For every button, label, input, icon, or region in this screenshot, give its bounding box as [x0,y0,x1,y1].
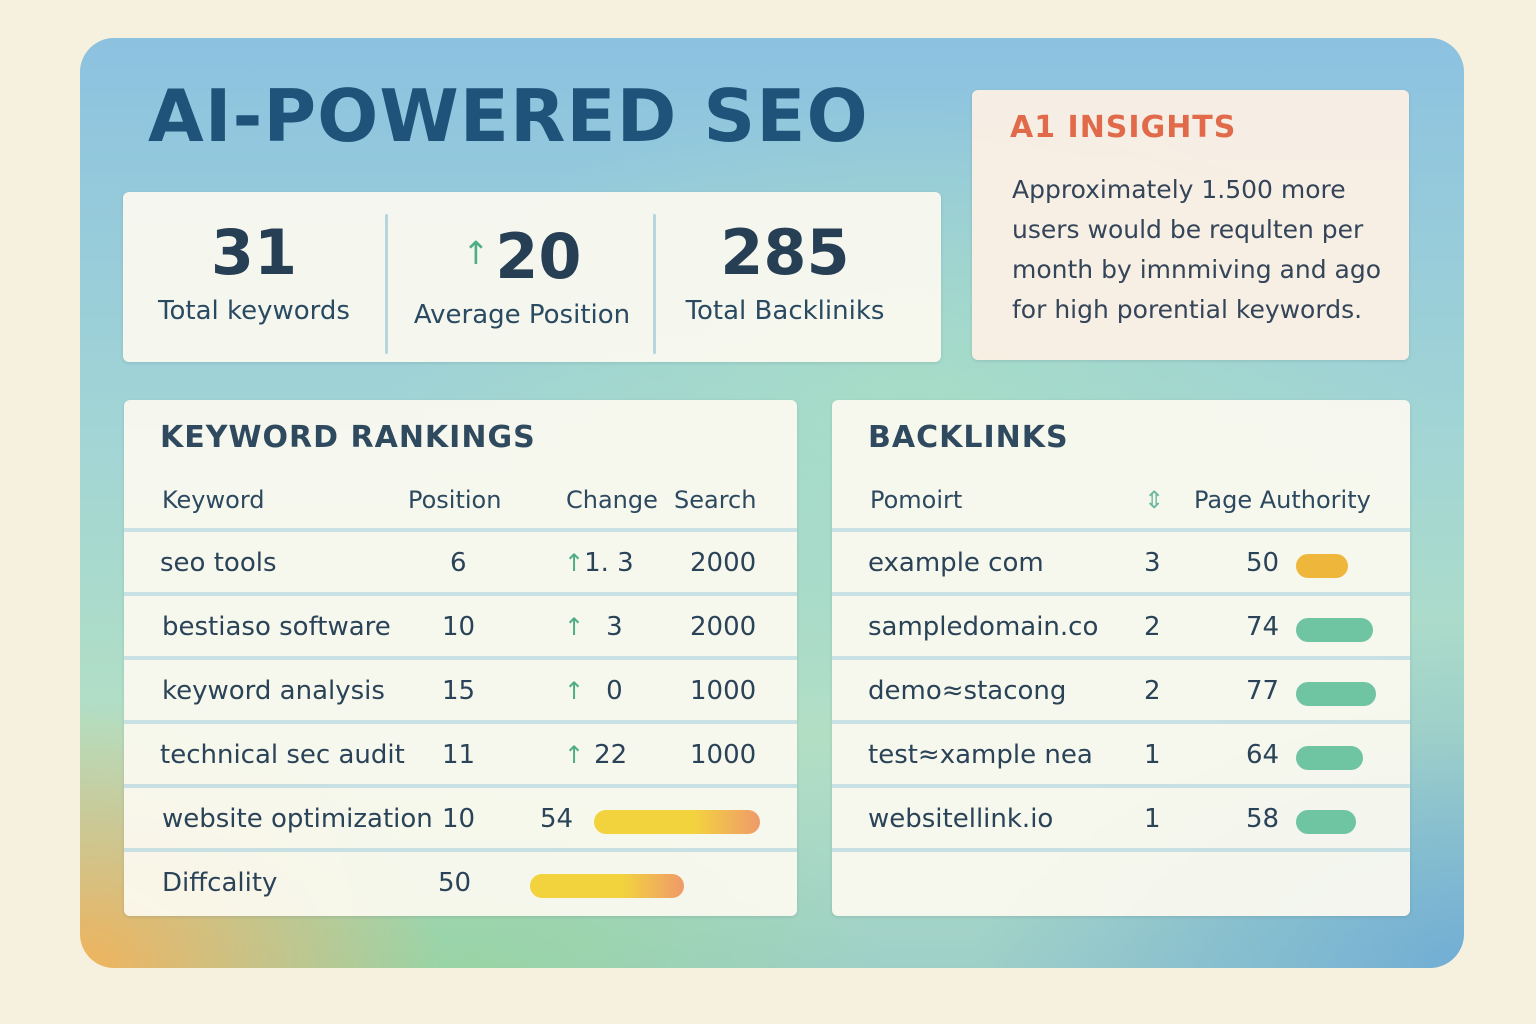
insights-heading: A1 INSIGHTS [1010,110,1237,145]
column-header-keyword[interactable]: Keyword [162,486,265,514]
change-cell: 1. 3 [584,548,634,578]
row-divider [832,592,1410,596]
backlinks-panel: BACKLINKS Pomoirt ⇕ Page Authority examp… [832,400,1410,916]
row-divider [124,592,797,596]
row-divider [832,848,1410,852]
row-divider [124,784,797,788]
backlink-count-cell: 3 [1144,548,1161,578]
authority-cell: 58 [1246,804,1280,834]
domain-cell[interactable]: example com [868,548,1044,578]
header-divider [124,528,797,532]
header-divider [832,528,1410,532]
backlink-count-cell: 2 [1144,676,1161,706]
domain-cell[interactable]: websitellink.io [868,804,1054,834]
row-divider [832,720,1410,724]
backlink-count-cell: 2 [1144,612,1161,642]
arrow-up-icon: ↑ [564,677,585,705]
stat-divider [385,214,388,354]
keyword-cell: website optimization [162,804,433,834]
position-cell: 15 [442,676,476,706]
backlinks-title: BACKLINKS [868,420,1069,455]
stat-average-position[interactable]: ↑20 Average Position [391,192,653,362]
difficulty-bar [594,810,760,834]
position-cell: 6 [450,548,467,578]
column-header-search[interactable]: Search [674,486,757,514]
keyword-cell: bestiaso software [162,612,391,642]
backlink-count-cell: 1 [1144,804,1161,834]
domain-cell[interactable]: demo≈stacong [868,676,1067,706]
row-divider [832,656,1410,660]
position-cell: 11 [442,740,476,770]
domain-cell[interactable]: test≈xample nea [868,740,1093,770]
column-header-position[interactable]: Position [408,486,502,514]
stat-total-keywords[interactable]: 31 Total keywords [123,192,385,362]
column-header-change[interactable]: Change [566,486,658,514]
authority-cell: 74 [1246,612,1280,642]
arrow-up-icon: ↑ [462,234,490,272]
stat-divider [653,214,656,354]
authority-bar [1296,618,1373,642]
stat-label: Total Backliniks [685,296,885,326]
keyword-rankings-title: KEYWORD RANKINGS [160,420,536,455]
ai-insights-card: A1 INSIGHTS Approximately 1.500 more use… [972,90,1409,360]
stats-card: 31 Total keywords ↑20 Average Position 2… [123,192,941,362]
row-divider [832,784,1410,788]
sort-icon[interactable]: ⇕ [1144,486,1165,514]
keyword-cell: seo tools [160,548,277,578]
domain-cell[interactable]: sampledomain.co [868,612,1099,642]
authority-bar [1296,810,1356,834]
stat-label: Total keywords [158,296,350,326]
change-cell: 3 [606,612,623,642]
row-divider [124,720,797,724]
authority-bar [1296,746,1363,770]
column-header-domain[interactable]: Pomoirt [870,486,963,514]
backlink-count-cell: 1 [1144,740,1161,770]
authority-cell: 77 [1246,676,1280,706]
stat-label: Average Position [413,300,631,330]
position-cell: 10 [442,612,476,642]
change-cell: 0 [606,676,623,706]
authority-cell: 50 [1246,548,1280,578]
arrow-up-icon: ↑ [564,613,585,641]
keyword-cell: Diffcality [162,868,278,898]
difficulty-bar [530,874,684,898]
value-cell: 54 [540,804,574,834]
stat-value: 285 [720,216,850,289]
authority-cell: 64 [1246,740,1280,770]
search-cell: 2000 [690,548,757,578]
authority-bar [1296,554,1348,578]
search-cell: 1000 [690,740,757,770]
keyword-cell: technical sec audit [160,740,405,770]
stat-value: 20 [495,220,582,293]
arrow-up-icon: ↑ [564,549,585,577]
keyword-rankings-panel: KEYWORD RANKINGS Keyword Position Change… [124,400,797,916]
row-divider [124,848,797,852]
keyword-cell: keyword analysis [162,676,385,706]
position-cell: 50 [438,868,472,898]
insights-text: Approximately 1.500 more users would be … [1012,175,1382,324]
row-divider [124,656,797,660]
search-cell: 2000 [690,612,757,642]
stat-total-backlinks[interactable]: 285 Total Backliniks [659,192,911,362]
change-cell: 22 [594,740,628,770]
arrow-up-icon: ↑ [564,741,585,769]
search-cell: 1000 [690,676,757,706]
column-header-page-authority[interactable]: Page Authority [1194,486,1371,514]
stat-value: 31 [210,216,298,289]
page-title: AI-POWERED SEO [148,74,869,158]
position-cell: 10 [442,804,476,834]
authority-bar [1296,682,1376,706]
